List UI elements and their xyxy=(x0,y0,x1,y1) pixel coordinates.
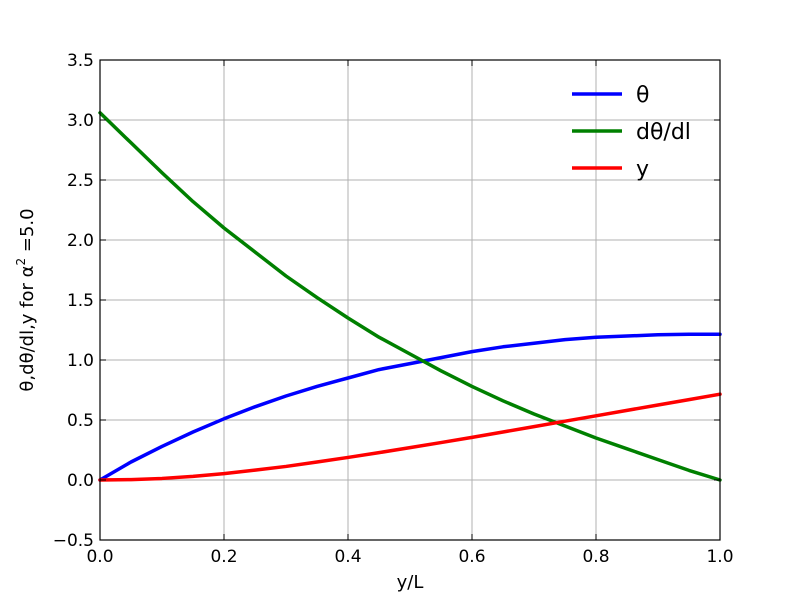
y-tick-label: 0.0 xyxy=(67,471,94,491)
x-tick-labels: 0.0 0.2 0.4 0.6 0.8 1.0 xyxy=(86,547,733,567)
y-axis-label-suffix: =5.0 xyxy=(17,208,38,257)
series-line-0 xyxy=(98,332,722,482)
y-tick-label: 1.0 xyxy=(67,351,94,371)
legend-label-0: θ xyxy=(636,83,649,108)
x-tick-label: 0.8 xyxy=(582,547,609,567)
series-group xyxy=(98,111,722,482)
legend-label-2: y xyxy=(636,157,649,182)
x-tick-label: 0.6 xyxy=(458,547,485,567)
grid xyxy=(99,59,721,541)
y-tick-label: 2.0 xyxy=(67,231,94,251)
series-line-1 xyxy=(98,111,722,482)
y-tick-label: 0.5 xyxy=(67,411,94,431)
y-axis-label: θ,dθ/dl,y for α2 =5.0 xyxy=(14,208,38,391)
tick-marks xyxy=(99,59,721,541)
y-tick-label: 1.5 xyxy=(67,291,94,311)
x-tick-label: 0.2 xyxy=(210,547,237,567)
y-tick-label: 3.0 xyxy=(67,111,94,131)
y-axis-label-superscript: 2 xyxy=(14,258,28,266)
y-tick-label: 2.5 xyxy=(67,171,94,191)
y-tick-labels: −0.5 0.0 0.5 1.0 1.5 2.0 2.5 3.0 3.5 xyxy=(53,51,94,551)
legend: θ dθ/dl y xyxy=(572,83,691,182)
legend-label-1: dθ/dl xyxy=(636,120,691,145)
x-tick-label: 0.0 xyxy=(86,547,113,567)
x-tick-label: 0.4 xyxy=(334,547,361,567)
x-tick-label: 1.0 xyxy=(706,547,733,567)
series-line-2 xyxy=(98,392,722,482)
y-tick-label: −0.5 xyxy=(53,531,94,551)
y-axis-label-main: θ,dθ/dl,y for α xyxy=(17,265,38,391)
x-axis-label: y/L xyxy=(397,572,424,593)
y-tick-label: 3.5 xyxy=(67,51,94,71)
